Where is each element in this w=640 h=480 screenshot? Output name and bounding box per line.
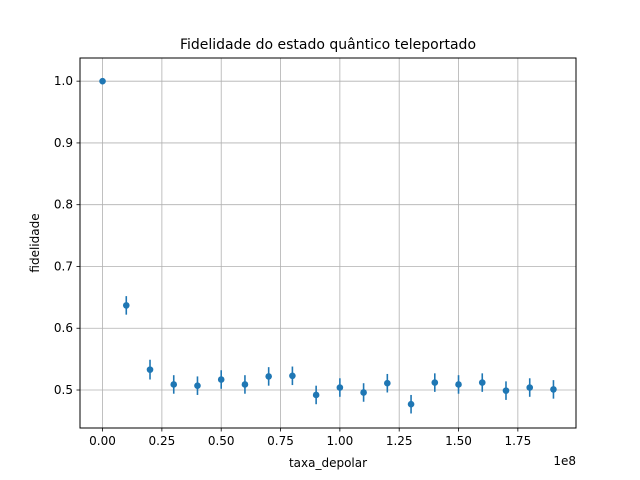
data-point [170, 381, 178, 388]
data-point [478, 379, 486, 386]
y-tick-label: 0.5 [54, 383, 73, 397]
y-tick-label: 0.6 [54, 321, 73, 335]
data-point [502, 387, 510, 394]
data-point [265, 373, 272, 380]
x-tick-label: 0.50 [208, 434, 235, 448]
x-axis-offset-label: 1e8 [553, 454, 576, 468]
data-point [146, 366, 154, 373]
y-tick-label: 1.0 [54, 74, 73, 88]
data-point [431, 379, 439, 386]
chart-title: Fidelidade do estado quântico teleportad… [180, 37, 476, 53]
grid [80, 58, 576, 428]
data-point [289, 372, 296, 380]
data-point [550, 386, 557, 393]
y-axis-ticks: 0.5 0.6 0.7 0.8 0.9 1.0 [54, 74, 80, 397]
y-tick-label: 0.8 [54, 198, 73, 212]
data-point [336, 384, 344, 391]
data-point [217, 376, 225, 383]
data-point [122, 302, 130, 309]
x-tick-label: 0.75 [267, 434, 294, 448]
data-points [99, 77, 557, 408]
data-point [194, 382, 201, 389]
data-point [407, 400, 415, 408]
x-tick-label: 0.25 [149, 434, 176, 448]
data-point [99, 77, 106, 85]
y-tick-label: 0.9 [54, 136, 73, 150]
x-tick-label: 0.00 [89, 434, 116, 448]
x-axis-ticks: 0.00 0.25 0.50 0.75 1.00 1.25 1.50 1.75 [89, 428, 531, 448]
data-point [241, 381, 249, 388]
data-point [455, 381, 462, 388]
data-point [360, 389, 367, 396]
data-point [384, 379, 391, 387]
x-tick-label: 1.75 [504, 434, 531, 448]
plot-frame [79, 57, 577, 429]
y-axis-label: fidelidade [28, 213, 42, 272]
x-tick-label: 1.50 [445, 434, 472, 448]
data-point [312, 391, 320, 399]
y-tick-label: 0.7 [54, 259, 73, 273]
data-point [526, 384, 534, 391]
x-tick-label: 1.25 [386, 434, 413, 448]
x-axis-label: taxa_depolar [289, 456, 367, 470]
x-tick-label: 1.00 [327, 434, 354, 448]
